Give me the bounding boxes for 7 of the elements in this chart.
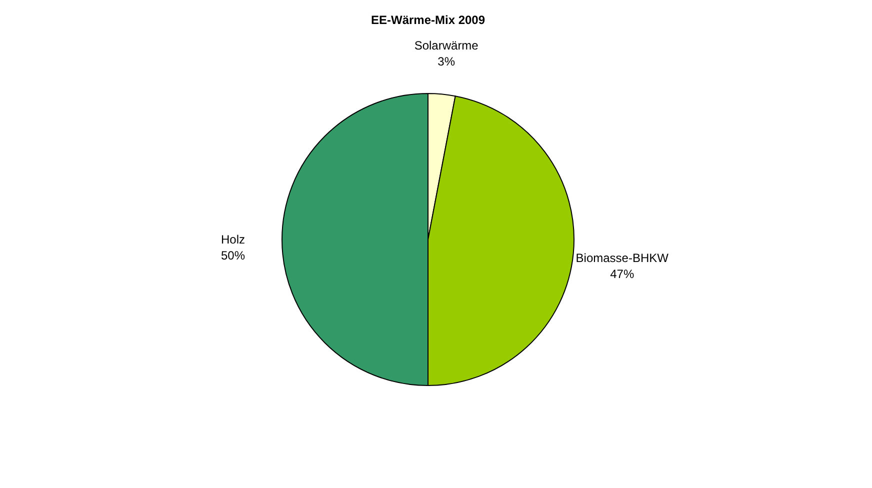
chart-title: EE-Wärme-Mix 2009 — [370, 13, 486, 27]
slice-label: Solarwärme — [414, 38, 479, 52]
data-label: 3% — [438, 54, 456, 68]
slice-label: Biomasse-BHKW — [576, 250, 670, 265]
data-label: 47% — [610, 266, 634, 281]
slice-label: Holz — [220, 232, 246, 246]
data-label: 50% — [220, 248, 246, 262]
